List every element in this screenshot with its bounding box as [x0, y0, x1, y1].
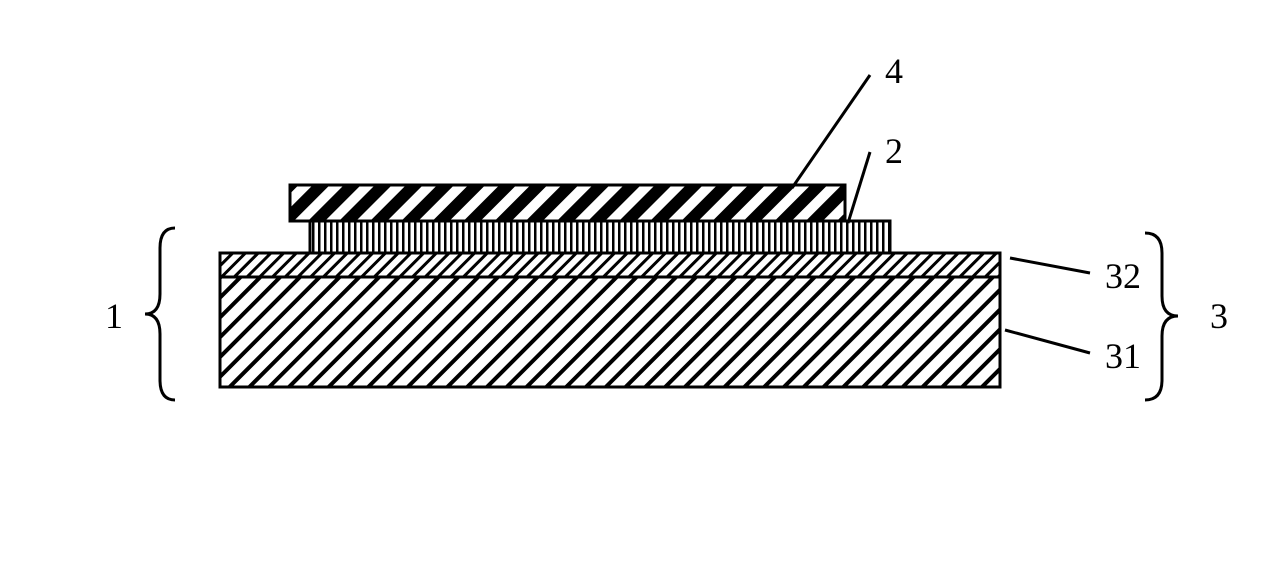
layer-32 — [220, 253, 1000, 277]
layer-31 — [220, 277, 1000, 387]
brace-left — [145, 228, 175, 400]
layer-4 — [290, 185, 845, 221]
leader-line-31 — [1005, 330, 1090, 353]
label-4: 4 — [885, 50, 903, 92]
label-3: 3 — [1210, 295, 1228, 337]
brace-right — [1145, 233, 1178, 400]
leader-line-2 — [848, 152, 870, 223]
cross-section-diagram — [0, 0, 1277, 582]
leader-line-32 — [1010, 258, 1090, 273]
label-1: 1 — [105, 295, 123, 337]
leader-line-4 — [792, 75, 870, 188]
layer-2 — [310, 221, 890, 253]
label-31: 31 — [1105, 335, 1141, 377]
label-2: 2 — [885, 130, 903, 172]
label-32: 32 — [1105, 255, 1141, 297]
